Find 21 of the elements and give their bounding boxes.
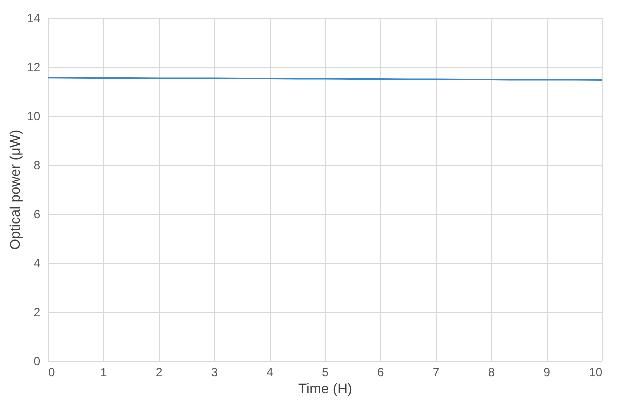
y-tick-label: 0 bbox=[34, 354, 41, 368]
y-tick-label: 10 bbox=[27, 110, 41, 124]
y-tick-label: 6 bbox=[34, 208, 41, 222]
x-axis-title: Time (H) bbox=[298, 380, 352, 396]
x-tick-label: 7 bbox=[432, 366, 440, 380]
x-tick-label: 5 bbox=[322, 366, 330, 380]
x-tick-label: 0 bbox=[48, 366, 56, 380]
x-tick-label: 4 bbox=[266, 366, 274, 380]
x-tick-label: 6 bbox=[378, 366, 385, 380]
x-tick-label: 2 bbox=[156, 366, 163, 380]
y-tick-label: 12 bbox=[27, 60, 41, 74]
y-axis-title: Optical power (μW) bbox=[7, 130, 24, 250]
y-tick-label: 8 bbox=[34, 158, 41, 172]
y-tick-label: 2 bbox=[34, 306, 41, 320]
x-tick-label: 8 bbox=[488, 366, 496, 380]
x-tick-label: 9 bbox=[544, 366, 551, 380]
x-tick-label: 10 bbox=[589, 366, 603, 380]
y-tick-label: 14 bbox=[27, 12, 41, 26]
x-tick-label: 3 bbox=[211, 366, 218, 380]
x-tick-label: 1 bbox=[100, 366, 108, 380]
y-tick-label: 4 bbox=[34, 256, 41, 270]
